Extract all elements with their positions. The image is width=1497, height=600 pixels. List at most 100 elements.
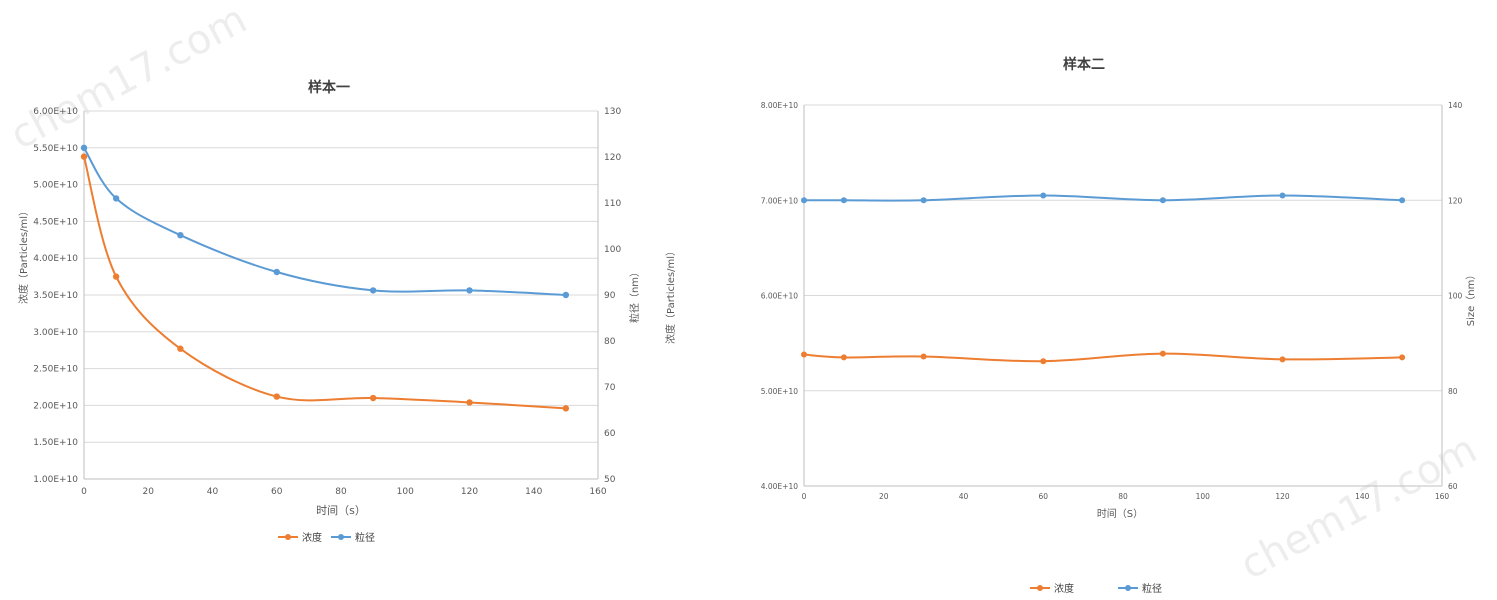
y-right-tick-label: 100 xyxy=(604,245,621,255)
x-tick-label: 160 xyxy=(589,487,606,497)
y-right-tick-label: 100 xyxy=(1448,292,1463,301)
y-left-tick-label: 3.50E+10 xyxy=(33,291,78,301)
y-axis-right-label: 粒径（nm） xyxy=(628,267,641,323)
y-left-tick-label: 4.00E+10 xyxy=(33,254,78,264)
x-axis-label: 时间（S） xyxy=(1097,507,1143,520)
data-point-concentration xyxy=(80,153,88,160)
chart-sample-two: 样本二 4.00E+10 5.00E+10 6.00E+10 7.00E+10 8.00… xyxy=(761,56,1477,595)
gridlines xyxy=(83,110,599,480)
y-right-tick-label: 120 xyxy=(1448,196,1463,205)
y-left-tick-label: 5.00E+10 xyxy=(33,181,78,191)
y-right-tick-label: 60 xyxy=(604,429,616,439)
x-tick-label: 80 xyxy=(335,487,347,497)
data-point-concentration xyxy=(273,393,280,400)
y-left-tick-label: 7.00E+10 xyxy=(761,196,798,205)
data-point-size xyxy=(466,287,473,294)
data-point-concentration xyxy=(1159,350,1166,357)
data-point-size xyxy=(920,197,927,204)
x-tick-label: 0 xyxy=(81,487,87,497)
y-axis-right-extra-label: 浓度（Particles/ml） xyxy=(664,246,677,344)
legend-marker-concentration xyxy=(1037,585,1043,591)
legend: 浓度 粒径 xyxy=(278,531,375,544)
tick-labels: 1.00E+10 1.50E+10 2.00E+10 2.50E+10 3.00E+10… xyxy=(33,107,621,497)
y-left-tick-label: 6.00E+10 xyxy=(33,107,78,117)
legend-label-size: 粒径 xyxy=(355,531,375,544)
data-point-size xyxy=(80,144,88,151)
x-tick-label: 0 xyxy=(802,492,807,501)
data-point-size xyxy=(112,195,120,202)
y-left-tick-label: 4.00E+10 xyxy=(761,482,798,491)
x-tick-label: 20 xyxy=(143,487,155,497)
x-tick-label: 80 xyxy=(1118,492,1128,501)
data-point-concentration xyxy=(369,394,377,402)
x-tick-label: 40 xyxy=(207,487,219,497)
data-point-size xyxy=(1399,197,1406,204)
x-tick-label: 40 xyxy=(959,492,969,501)
x-tick-label: 100 xyxy=(1196,492,1211,501)
data-point-concentration xyxy=(840,354,847,361)
data-point-size xyxy=(1279,192,1286,199)
tick-labels: 4.00E+10 5.00E+10 6.00E+10 7.00E+10 8.00E+10… xyxy=(761,101,1463,501)
y-left-tick-label: 5.50E+10 xyxy=(33,144,78,154)
data-point-concentration xyxy=(562,405,570,412)
data-point-concentration xyxy=(112,273,120,280)
chart-title: 样本二 xyxy=(1063,56,1105,73)
y-left-tick-label: 1.00E+10 xyxy=(33,475,78,485)
y-right-tick-label: 130 xyxy=(604,107,621,117)
y-right-tick-label: 50 xyxy=(604,475,616,485)
y-right-tick-label: 60 xyxy=(1448,482,1458,491)
y-right-tick-label: 140 xyxy=(1448,101,1463,110)
series-layer xyxy=(80,144,570,412)
y-left-tick-label: 8.00E+10 xyxy=(761,101,798,110)
data-point-size xyxy=(562,291,570,299)
y-right-tick-label: 80 xyxy=(1448,387,1458,396)
y-left-tick-label: 3.00E+10 xyxy=(33,328,78,338)
data-point-size xyxy=(840,197,847,204)
x-tick-label: 140 xyxy=(525,487,542,497)
y-left-tick-label: 2.00E+10 xyxy=(33,401,78,411)
data-point-size xyxy=(369,287,377,294)
y-right-tick-label: 120 xyxy=(604,153,621,163)
chart-sample-one: 样本一 1.00E+10 1.50E+10 2.00E+10 2.50E+10 3.00… xyxy=(17,79,677,544)
data-point-concentration xyxy=(466,399,473,406)
legend-label-concentration: 浓度 xyxy=(302,531,322,544)
x-axis-label: 时间（s） xyxy=(316,504,366,517)
legend-marker-size xyxy=(1125,585,1131,591)
x-tick-label: 160 xyxy=(1435,492,1450,501)
data-point-size xyxy=(801,197,807,204)
y-right-tick-label: 110 xyxy=(604,199,621,209)
y-left-tick-label: 6.00E+10 xyxy=(761,292,798,301)
data-point-concentration xyxy=(1040,358,1047,365)
data-point-concentration xyxy=(920,353,927,360)
x-tick-label: 60 xyxy=(1038,492,1048,501)
y-right-tick-label: 80 xyxy=(604,337,616,347)
x-tick-label: 120 xyxy=(461,487,478,497)
data-point-size xyxy=(177,232,184,239)
x-tick-label: 140 xyxy=(1355,492,1370,501)
x-tick-label: 20 xyxy=(879,492,889,501)
y-right-tick-label: 90 xyxy=(604,291,616,301)
legend-label-concentration: 浓度 xyxy=(1054,582,1074,595)
data-point-concentration xyxy=(801,351,807,358)
x-tick-label: 60 xyxy=(271,487,283,497)
data-point-size xyxy=(273,268,280,276)
y-right-tick-label: 70 xyxy=(604,383,616,393)
y-left-tick-label: 5.00E+10 xyxy=(761,387,798,396)
data-point-concentration xyxy=(1399,354,1406,361)
data-point-size xyxy=(1040,192,1047,199)
y-left-tick-label: 4.50E+10 xyxy=(33,217,78,227)
watermark-top-left: chem17.com xyxy=(3,0,254,159)
data-point-concentration xyxy=(1279,356,1286,363)
chart-title: 样本一 xyxy=(308,79,350,96)
y-left-tick-label: 2.50E+10 xyxy=(33,365,78,375)
gridlines xyxy=(803,104,1443,487)
watermark-bottom-right: chem17.com xyxy=(1233,426,1484,589)
legend-marker-concentration xyxy=(285,534,291,540)
legend-label-size: 粒径 xyxy=(1142,582,1162,595)
y-axis-left-label: 浓度（Particles/ml） xyxy=(17,206,30,304)
data-point-concentration xyxy=(177,345,184,352)
x-tick-label: 100 xyxy=(397,487,414,497)
x-tick-label: 120 xyxy=(1275,492,1290,501)
legend-marker-size xyxy=(338,534,344,540)
